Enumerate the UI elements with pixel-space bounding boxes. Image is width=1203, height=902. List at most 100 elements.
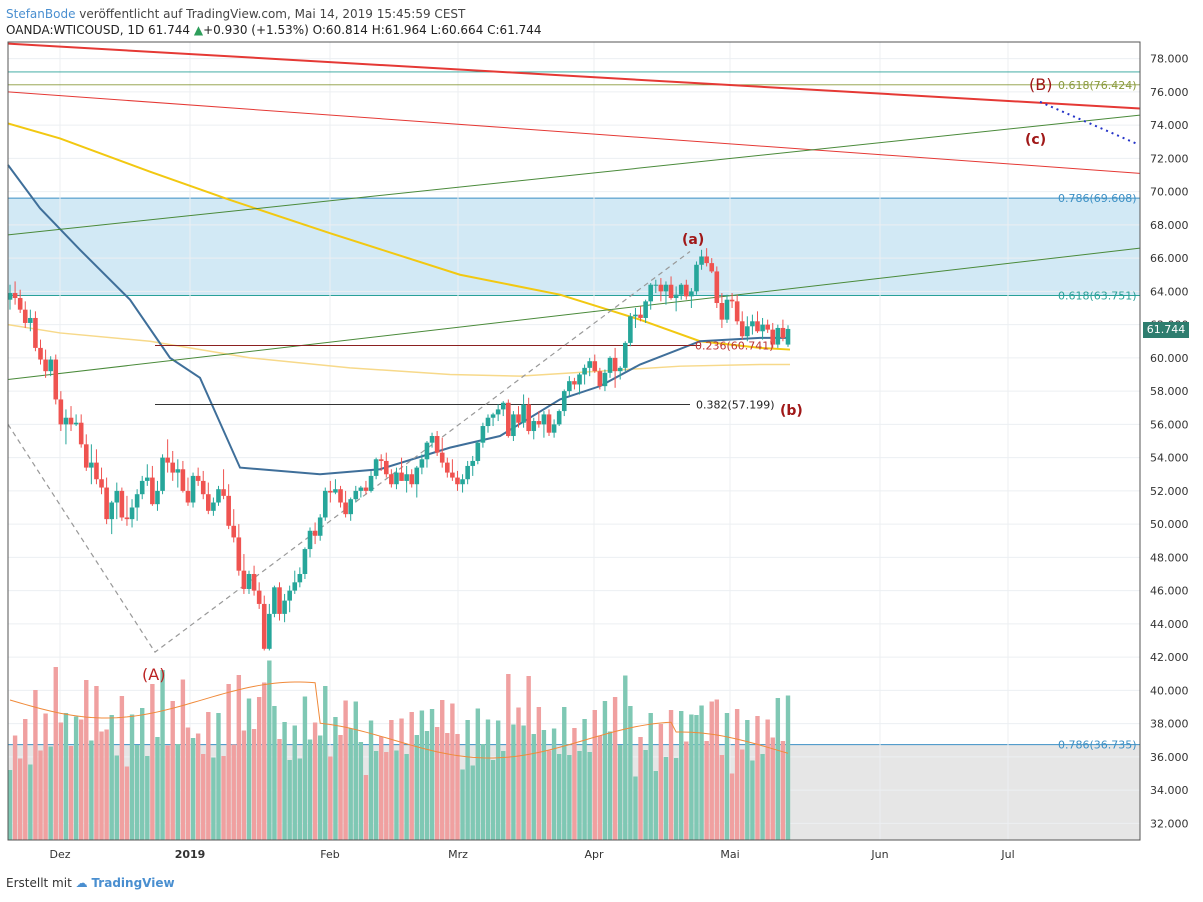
fib-label: 0.236(60.741) [695, 340, 774, 353]
candle-body [368, 475, 374, 491]
fib-label: 0.382(57.199) [696, 398, 775, 411]
volume-bar [282, 722, 287, 840]
candle-body [607, 357, 613, 373]
volume-bar [363, 775, 369, 840]
candle-body [719, 303, 725, 320]
x-tick-label: Apr [584, 848, 604, 861]
volume-bar [785, 695, 791, 840]
candle-body [765, 324, 770, 330]
candle-body [78, 422, 84, 445]
volume-bar [302, 696, 308, 840]
candle-body [165, 457, 170, 463]
candle-body [363, 487, 369, 491]
candle-body [622, 342, 628, 368]
volume-bar [109, 715, 114, 840]
volume-bar [399, 718, 404, 840]
candle-body [531, 421, 537, 432]
volume-bar [272, 706, 277, 840]
volume-bar [419, 710, 425, 840]
volume-bar [358, 742, 364, 840]
candle-body [775, 327, 781, 345]
volume-bar [429, 709, 435, 840]
candle-body [175, 469, 181, 473]
candle-body [373, 459, 379, 476]
candle-body [272, 587, 277, 614]
volume-bar [434, 727, 440, 840]
volume-bar [394, 750, 399, 840]
volume-bar [592, 710, 597, 840]
candle-body [465, 465, 470, 480]
volume-bar [33, 690, 38, 840]
volume-bar [134, 745, 140, 840]
volume-bar [460, 769, 465, 840]
candle-body [302, 549, 308, 574]
volume-bar [307, 739, 313, 840]
candle-body [378, 459, 384, 461]
trend-line-red [7, 91, 1141, 174]
volume-bar [572, 728, 577, 840]
footer-prefix: Erstellt mit [6, 876, 72, 890]
candle-body [648, 284, 654, 302]
candle-body [490, 414, 496, 418]
volume-bar [536, 707, 542, 840]
candle-body [597, 371, 603, 387]
volume-bar [195, 733, 201, 840]
candle-body [699, 256, 704, 265]
volume-bar [699, 705, 704, 840]
volume-bar [317, 735, 323, 840]
volume-bar [775, 698, 781, 840]
volume-bar [704, 741, 709, 840]
volume-bar [755, 716, 760, 840]
y-tick-label: 58.000 [1150, 385, 1189, 398]
symbol-info: OANDA:WTICOUSD, 1D 61.744 [6, 23, 190, 37]
footer-brand[interactable]: TradingView [91, 876, 175, 890]
volume-bar [231, 744, 236, 840]
volume-bar [38, 750, 43, 840]
candle-body [439, 452, 445, 463]
volume-bar [424, 731, 430, 840]
y-tick-label: 36.000 [1150, 751, 1189, 764]
volume-bar [526, 676, 531, 840]
volume-bar [180, 679, 186, 840]
volume-bar [226, 684, 231, 840]
candle-body [714, 271, 720, 304]
y-tick-label: 38.000 [1150, 718, 1189, 731]
volume-bar [490, 760, 496, 840]
x-tick-label: Jul [1000, 848, 1014, 861]
volume-bar [119, 696, 125, 840]
fib-label: 0.618(63.751) [1058, 290, 1137, 303]
ma-50 [7, 164, 790, 476]
candle-body [475, 442, 481, 461]
candle-body [322, 490, 328, 518]
wave-label: (c) [1025, 132, 1046, 148]
volume-bar [256, 697, 262, 840]
volume-bars [7, 660, 791, 840]
candle-body [470, 460, 476, 466]
volume-bar [551, 728, 557, 840]
candle-body [33, 317, 38, 348]
volume-bar [455, 734, 460, 840]
candle-body [241, 570, 247, 589]
chart-labels: 0.618(76.424) 0.786(69.608) 0.618(63.751) 0… [142, 75, 1137, 752]
x-tick-label: Jun [870, 848, 888, 861]
candle-body [297, 574, 303, 583]
candle-body [307, 530, 313, 550]
publish-info: veröffentlicht auf TradingView.com, Mai … [79, 7, 466, 21]
volume-bar [246, 698, 252, 840]
volume-bar [684, 741, 689, 840]
candle-body [180, 469, 186, 491]
volume-bar [251, 729, 257, 840]
candle-body [673, 294, 679, 299]
candle-body [185, 490, 191, 503]
candle-body [724, 299, 730, 320]
candle-body [124, 517, 130, 520]
author-name[interactable]: StefanBode [6, 7, 76, 21]
fib-zone-rect [8, 198, 1140, 296]
volume-bar [658, 724, 664, 840]
candle-body [780, 327, 786, 338]
volume-bar [633, 776, 638, 840]
y-tick-label: 78.000 [1150, 53, 1189, 66]
candle-body [287, 590, 292, 601]
x-tick-label: Feb [320, 848, 339, 861]
